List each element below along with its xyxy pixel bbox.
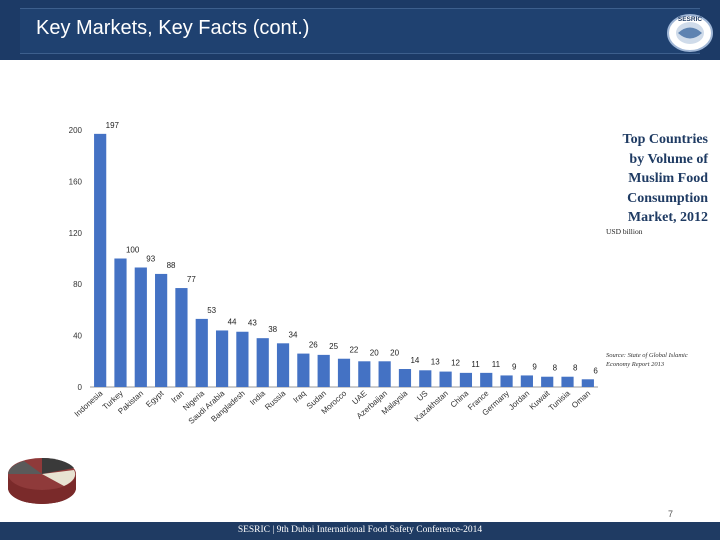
bar [337,358,351,387]
bar [155,273,168,387]
bar [439,371,452,387]
chart-title: Top Countries by Volume of Muslim Food C… [598,130,708,228]
y-tick-label: 120 [69,229,83,238]
data-label: 34 [289,330,298,339]
data-label: 6 [593,366,598,375]
bar [256,338,269,387]
y-tick-label: 40 [73,332,82,341]
bar [175,288,188,387]
bar [195,318,208,387]
source-note: Source: State of Global Islamic Economy … [606,352,688,368]
data-label: 11 [492,360,501,369]
category-label: Iraq [291,389,307,405]
data-label: 197 [106,121,120,130]
bar [134,267,147,387]
data-label: 12 [451,359,460,368]
category-label: Jordan [507,389,531,412]
bar [317,354,330,387]
category-label: Indonesia [73,388,105,418]
unit-label: USD billion [606,227,643,236]
category-label: Iran [170,389,186,405]
data-label: 20 [370,348,379,357]
bar [459,372,473,387]
bar [94,133,107,387]
category-label: Oman [570,389,592,410]
bar [297,353,310,387]
y-tick-label: 160 [69,177,83,186]
page-number: 7 [668,509,674,519]
chart-title-line: by Volume of [629,151,708,167]
data-label: 100 [126,246,140,255]
bar [541,376,554,387]
data-label: 88 [167,261,176,270]
y-tick-label: 200 [69,126,83,135]
category-label: Russia [263,388,288,411]
bar [215,330,229,387]
chart-title-line: Top Countries [622,132,708,147]
data-label: 93 [146,254,155,263]
data-label: 14 [410,356,419,365]
logo-text: SESRIC [678,16,703,23]
data-label: 20 [390,348,399,357]
data-label: 11 [471,360,480,369]
data-label: 77 [187,275,196,284]
data-label: 8 [553,364,558,373]
chart-title-line: Market, 2012 [627,210,708,225]
page-title: Key Markets, Key Facts (cont.) [36,17,310,39]
bar [480,372,493,387]
data-label: 25 [329,342,338,351]
bar [520,375,533,387]
data-label: 9 [512,362,517,371]
bar [114,258,127,387]
data-label: 22 [349,346,358,355]
footer-text: SESRIC | 9th Dubai International Food Sa… [237,525,483,535]
y-tick-label: 0 [78,383,83,392]
bar [500,375,513,387]
data-label: 43 [248,319,257,328]
category-label: US [415,389,429,403]
y-tick-label: 80 [73,280,82,289]
data-label: 8 [573,364,578,373]
footer-bar: SESRIC | 9th Dubai International Food Sa… [0,522,720,540]
bar [419,370,432,387]
bar [561,376,574,387]
bar [276,343,290,387]
data-label: 38 [268,325,277,334]
chart-title-line: Muslim Food [628,171,708,186]
bar [378,361,391,387]
pie-decoration [8,457,76,504]
category-label: Tunisia [547,388,572,412]
chart-title-line: Consumption [627,190,708,206]
header-band [20,8,700,54]
category-label: Egypt [144,388,166,409]
bar [358,361,371,387]
header-bar [0,0,720,60]
sesric-logo: SESRIC [667,14,713,52]
data-label: 53 [207,306,216,315]
bar [236,331,249,387]
data-label: 9 [532,362,537,371]
bar [398,369,412,387]
data-label: 26 [309,341,318,350]
bar [581,379,594,387]
data-label: 44 [228,317,237,326]
data-label: 13 [431,357,440,366]
